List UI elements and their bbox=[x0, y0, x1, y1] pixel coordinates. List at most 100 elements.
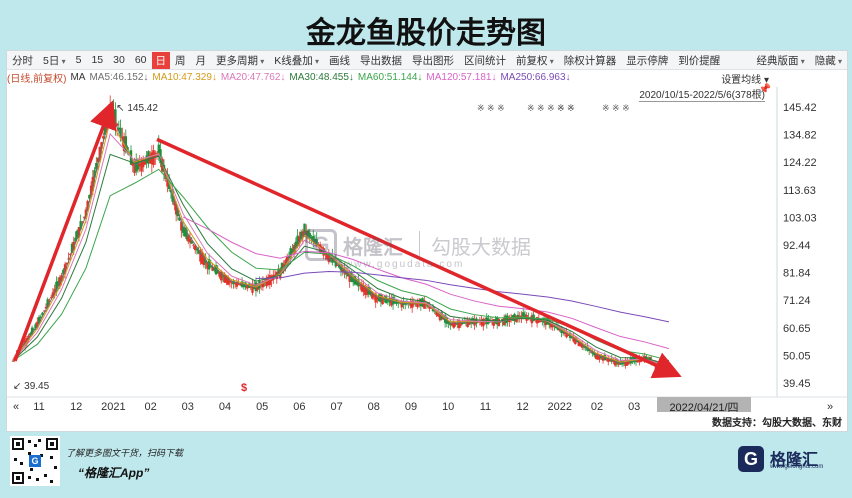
candle-body bbox=[280, 262, 284, 274]
qr-code-icon[interactable]: G bbox=[10, 436, 60, 486]
candle-body bbox=[332, 261, 336, 263]
scroll-right-button: » bbox=[827, 401, 833, 413]
pin-icon[interactable]: 📌 bbox=[758, 84, 771, 95]
toolbar-right-item-1[interactable]: 隐藏 bbox=[810, 53, 847, 68]
candle-body bbox=[176, 209, 180, 217]
candle-body bbox=[74, 237, 77, 242]
candle-body bbox=[249, 286, 252, 288]
candle-body bbox=[558, 328, 561, 331]
candle-body bbox=[233, 283, 237, 285]
x-tick-12: 11 bbox=[480, 401, 491, 413]
ma-settings-dropdown[interactable]: 设置均线 ▾ bbox=[721, 75, 769, 86]
ma-legend-item-4: MA20:47.762↓ bbox=[220, 72, 286, 83]
stock-chart[interactable]: 145.42 134.82 124.22 113.63 103.03 92.44 81.84… bbox=[7, 51, 847, 431]
toolbar-item-1[interactable]: 5日 bbox=[38, 53, 71, 68]
candle-body bbox=[410, 300, 414, 308]
candle-body bbox=[141, 159, 145, 168]
brand-name: 格隆汇 bbox=[770, 452, 819, 469]
candle-body bbox=[480, 319, 483, 326]
candle-body bbox=[41, 312, 44, 316]
toolbar-right-item-0[interactable]: 经典版面 bbox=[752, 53, 810, 68]
candle-body bbox=[594, 353, 598, 359]
toolbar-item-17[interactable]: 显示停牌 bbox=[626, 54, 669, 67]
candle-body bbox=[246, 284, 249, 289]
candle-body bbox=[200, 253, 204, 264]
x-tick-10: 09 bbox=[405, 401, 417, 413]
x-tick-11: 10 bbox=[442, 401, 454, 413]
y-tick-9: 50.05 bbox=[783, 350, 811, 362]
toolbar-item-0[interactable]: 分时 bbox=[12, 54, 33, 67]
candle-body bbox=[69, 253, 72, 255]
candle-body bbox=[313, 238, 317, 244]
candle-body bbox=[390, 298, 393, 306]
toolbar-item-5[interactable]: 60 bbox=[134, 54, 147, 66]
candle-body bbox=[133, 164, 136, 174]
candle-body bbox=[624, 359, 627, 366]
candle-body bbox=[598, 354, 601, 360]
toolbar-item-10[interactable]: K线叠加 bbox=[269, 53, 324, 68]
candle-body bbox=[56, 281, 60, 286]
candle-body bbox=[251, 283, 254, 293]
candle-body bbox=[308, 233, 311, 238]
event-marker-2: ※ ※ bbox=[557, 103, 575, 113]
candle-body bbox=[522, 312, 525, 320]
toolbar-item-14[interactable]: 区间统计 bbox=[464, 54, 507, 67]
candle-body bbox=[400, 301, 403, 308]
candle-body bbox=[600, 355, 603, 358]
candle-body bbox=[371, 291, 374, 299]
candle-body bbox=[296, 235, 299, 247]
candle-body bbox=[312, 236, 315, 243]
candle-body bbox=[581, 343, 584, 348]
downtrend-arrow bbox=[156, 137, 682, 379]
candle-body bbox=[202, 256, 206, 266]
candle-body bbox=[329, 258, 332, 260]
low-label: ↙ 39.45 bbox=[13, 381, 50, 392]
candle-body bbox=[438, 312, 442, 321]
candle-body bbox=[93, 170, 96, 178]
toolbar-item-18[interactable]: 到价提醒 bbox=[678, 54, 721, 67]
candle-body bbox=[218, 271, 221, 277]
candle-body bbox=[358, 284, 362, 286]
candle-body bbox=[37, 317, 41, 324]
candle-body bbox=[372, 294, 376, 297]
ma-line-6 bbox=[255, 270, 670, 323]
toolbar-item-6[interactable]: 日 bbox=[151, 51, 170, 69]
toolbar-item-3[interactable]: 15 bbox=[91, 54, 104, 66]
candle-body bbox=[228, 280, 232, 283]
candle-body bbox=[84, 209, 88, 217]
chart-toolbar: 分时 5日 5 15 30 60 日周月更多周期K线叠加画线导出数据导出图形区间统计前复权除… bbox=[7, 51, 847, 70]
toolbar-item-4[interactable]: 30 bbox=[113, 54, 125, 66]
ma-legend-item-7: MA120:57.181↓ bbox=[426, 72, 497, 83]
toolbar-item-12[interactable]: 导出数据 bbox=[360, 54, 403, 67]
x-tick-8: 07 bbox=[330, 401, 342, 413]
toolbar-item-15[interactable]: 前复权 bbox=[511, 53, 559, 68]
candle-body bbox=[468, 320, 471, 325]
scroll-left-button: « bbox=[13, 401, 19, 413]
toolbar-item-2[interactable]: 5 bbox=[75, 54, 82, 66]
candle-body bbox=[277, 268, 280, 277]
toolbar-item-9[interactable]: 更多周期 bbox=[211, 53, 269, 68]
candle-body bbox=[181, 226, 185, 233]
candle-body bbox=[72, 241, 75, 250]
toolbar-item-16[interactable]: 除权计算器 bbox=[563, 54, 617, 67]
candle-body bbox=[81, 221, 84, 223]
toolbar-item-11[interactable]: 画线 bbox=[329, 54, 351, 67]
candle-body bbox=[225, 276, 228, 284]
ma-legend-item-0: (日线,前复权) bbox=[7, 74, 67, 85]
candle-body bbox=[180, 221, 183, 231]
candle-body bbox=[209, 266, 213, 268]
candle-body bbox=[65, 262, 68, 265]
candle-body bbox=[89, 185, 93, 197]
candle-body bbox=[626, 359, 629, 366]
candle-body bbox=[261, 280, 265, 288]
toolbar-item-8[interactable]: 月 bbox=[195, 54, 207, 67]
candle-body bbox=[82, 216, 86, 218]
candle-body bbox=[452, 321, 456, 328]
toolbar-item-7[interactable]: 周 bbox=[175, 54, 186, 67]
candle-body bbox=[67, 258, 70, 260]
candle-body bbox=[95, 163, 98, 170]
candle-body bbox=[49, 297, 53, 299]
toolbar-item-13[interactable]: 导出图形 bbox=[412, 54, 455, 67]
candle-body bbox=[29, 333, 32, 336]
candle-body bbox=[405, 303, 409, 305]
